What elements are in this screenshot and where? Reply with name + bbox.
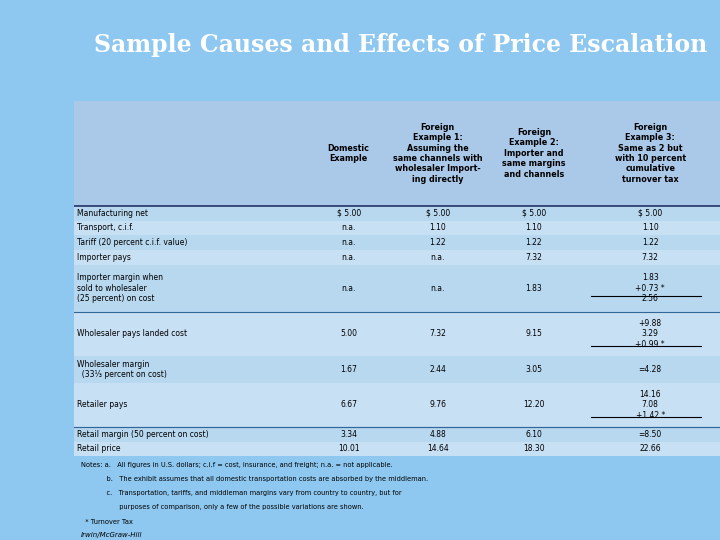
Bar [74,442,720,456]
Text: 7.32: 7.32 [526,253,542,262]
Bar [74,312,720,356]
Text: Irwin/McGraw-Hill: Irwin/McGraw-Hill [81,532,142,538]
Text: c.   Transportation, tariffs, and middleman margins vary from country to country: c. Transportation, tariffs, and middlema… [81,490,401,496]
Text: 6.10: 6.10 [526,430,542,438]
Text: 9.15: 9.15 [526,329,542,339]
Text: 3.34: 3.34 [340,430,357,438]
Text: 9.76: 9.76 [429,400,446,409]
Text: =4.28: =4.28 [639,365,662,374]
Bar [74,427,720,442]
Text: 1.22: 1.22 [526,238,542,247]
Text: 14.64: 14.64 [427,444,449,454]
Bar [74,206,720,220]
Text: $ 5.00: $ 5.00 [522,208,546,218]
Text: 4.88: 4.88 [429,430,446,438]
Text: 18-5: 18-5 [347,106,373,116]
Text: Importer pays: Importer pays [77,253,131,262]
Text: b.   The exhibit assumes that all domestic transportation costs are absorbed by : b. The exhibit assumes that all domestic… [81,476,428,482]
Text: n.a.: n.a. [431,284,445,293]
Text: Foreign
Example 2:
Importer and
same margins
and channels: Foreign Example 2: Importer and same mar… [503,128,566,179]
Bar [74,101,720,206]
Text: n.a.: n.a. [431,253,445,262]
Text: 1.10: 1.10 [526,224,542,232]
Text: Foreign
Example 1:
Assuming the
same channels with
wholesaler Import-
ing direct: Foreign Example 1: Assuming the same cha… [393,123,482,184]
Text: Sample Causes and Effects of Price Escalation: Sample Causes and Effects of Price Escal… [94,32,707,57]
Text: Domestic
Example: Domestic Example [328,144,369,163]
Text: n.a.: n.a. [341,238,356,247]
Text: Retail price: Retail price [77,444,121,454]
Bar [74,265,720,312]
Text: $ 5.00: $ 5.00 [638,208,662,218]
Text: 1.22: 1.22 [642,238,659,247]
Text: Transport, c.i.f.: Transport, c.i.f. [77,224,134,232]
Text: Manufacturing net: Manufacturing net [77,208,148,218]
Text: 12.20: 12.20 [523,400,545,409]
Text: 14.16
7.08
+1.42 *: 14.16 7.08 +1.42 * [636,390,665,420]
Text: 7.32: 7.32 [642,253,659,262]
Text: Wholesaler margin
  (33⅓ percent on cost): Wholesaler margin (33⅓ percent on cost) [77,360,167,379]
Text: 1.10: 1.10 [642,224,659,232]
Text: 10.01: 10.01 [338,444,359,454]
Text: Notes: a.   All figures in U.S. dollars; c.i.f = cost, insurance, and freight; n: Notes: a. All figures in U.S. dollars; c… [81,462,392,468]
Text: 2.44: 2.44 [429,365,446,374]
Text: Wholesaler pays landed cost: Wholesaler pays landed cost [77,329,187,339]
Text: =8.50: =8.50 [639,430,662,438]
Text: $ 5.00: $ 5.00 [426,208,450,218]
Text: 1.10: 1.10 [429,224,446,232]
Text: * Turnover Tax: * Turnover Tax [81,518,132,524]
Text: n.a.: n.a. [341,253,356,262]
Text: 1.67: 1.67 [341,365,357,374]
Text: purposes of comparison, only a few of the possible variations are shown.: purposes of comparison, only a few of th… [81,503,364,510]
Text: Foreign
Example 3:
Same as 2 but
with 10 percent
cumulative
turnover tax: Foreign Example 3: Same as 2 but with 10… [615,123,686,184]
Bar [74,383,720,427]
Text: Retailer pays: Retailer pays [77,400,127,409]
Text: $ 5.00: $ 5.00 [336,208,361,218]
Text: 18.30: 18.30 [523,444,545,454]
Text: 5.00: 5.00 [340,329,357,339]
Text: 7.32: 7.32 [429,329,446,339]
Text: 1.22: 1.22 [429,238,446,247]
Text: Tariff (20 percent c.i.f. value): Tariff (20 percent c.i.f. value) [77,238,188,247]
Bar [74,220,720,235]
Bar [74,250,720,265]
Text: 1.83: 1.83 [526,284,542,293]
Bar [74,356,720,383]
Bar [74,235,720,250]
Text: n.a.: n.a. [341,224,356,232]
Text: 3.05: 3.05 [526,365,542,374]
Text: Retail margin (50 percent on cost): Retail margin (50 percent on cost) [77,430,209,438]
Text: +9.88
3.29
+0.99 *: +9.88 3.29 +0.99 * [636,319,665,349]
Text: n.a.: n.a. [341,284,356,293]
Text: 1.83
+0.73 *
2.56: 1.83 +0.73 * 2.56 [636,273,665,303]
Text: 6.67: 6.67 [340,400,357,409]
Text: Importer margin when
sold to wholesaler
(25 percent) on cost: Importer margin when sold to wholesaler … [77,273,163,303]
Text: 22.66: 22.66 [639,444,661,454]
